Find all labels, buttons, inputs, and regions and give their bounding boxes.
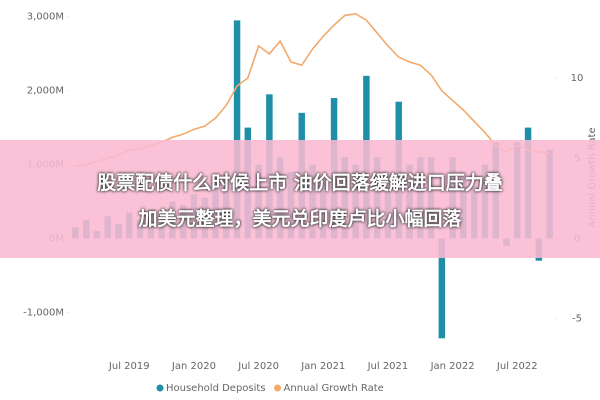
y2-tick-label: 10	[571, 73, 584, 84]
bar	[233, 20, 241, 239]
bar	[438, 238, 446, 339]
x-tick-label: Jan 2022	[430, 361, 475, 372]
overlay-banner: 股票配债什么时候上市 油价回落缓解进口压力叠 加美元整理，美元兑印度卢比小幅回落	[0, 140, 600, 258]
legend-marker	[156, 384, 164, 392]
headline-line: 加美元整理，美元兑印度卢比小幅回落	[138, 208, 462, 230]
y-tick-label: -1,000M	[23, 307, 64, 318]
x-tick-label: Jul 2022	[496, 361, 538, 372]
x-tick-label: Jul 2019	[108, 361, 150, 372]
y2-tick-label: -5	[572, 314, 582, 325]
y-tick-label: 3,000M	[27, 12, 64, 23]
x-tick-label: Jul 2020	[237, 361, 279, 372]
x-tick-label: Jan 2020	[171, 361, 216, 372]
legend-marker	[274, 384, 282, 392]
legend-label: Annual Growth Rate	[284, 383, 384, 394]
legend-label: Household Deposits	[166, 383, 266, 394]
y-tick-label: 2,000M	[27, 86, 64, 97]
x-tick-label: Jul 2021	[367, 361, 409, 372]
x-tick-label: Jan 2021	[300, 361, 345, 372]
headline-line: 股票配债什么时候上市 油价回落缓解进口压力叠	[97, 172, 503, 194]
